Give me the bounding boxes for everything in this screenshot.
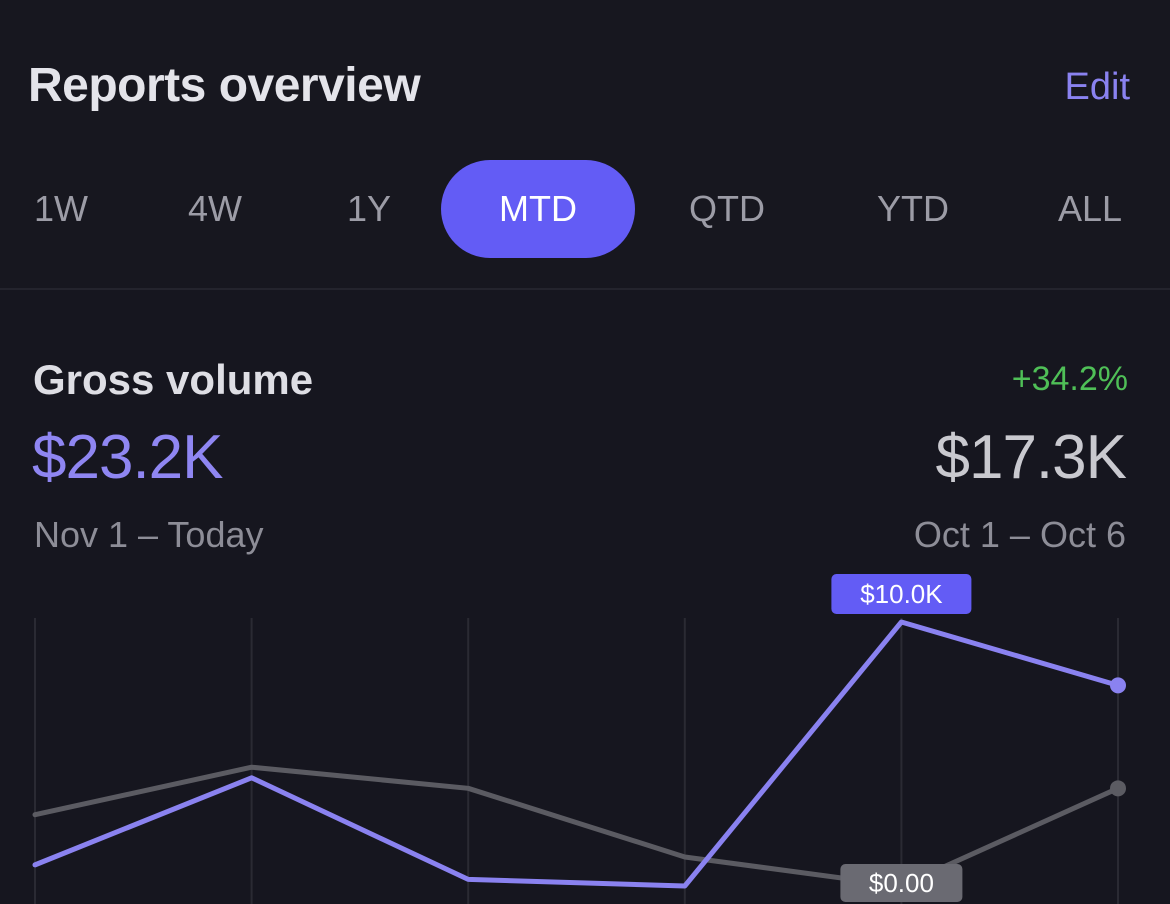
current-range: Nov 1 – Today [34,514,264,555]
tab-4w[interactable]: 4W [188,188,242,229]
previous-range: Oct 1 – Oct 6 [913,514,1126,555]
current-value-tooltip [831,574,972,614]
current-value: $23.2K [32,423,224,492]
edit-button[interactable]: Edit [1064,66,1130,108]
previous-value-tooltip-label: $0.00 [869,868,934,898]
tab-ytd[interactable]: YTD [877,188,949,229]
reports-header: Reports overview Edit 1W 4W 1Y MTD QTD Y… [0,0,1170,290]
tab-1w[interactable]: 1W [34,188,88,229]
previous-series-end-point [1110,780,1126,797]
current-series-end-point [1110,677,1126,694]
tab-all[interactable]: ALL [1057,188,1123,229]
page-title: Reports overview [28,59,421,112]
current-value-tooltip-label: $10.0K [860,579,943,609]
current-series-line [32,619,1121,889]
metric-label: Gross volume [33,356,314,403]
previous-value: $17.3K [935,423,1127,492]
tab-1y[interactable]: 1Y [346,188,392,229]
gross-volume-chart[interactable]: $10.0K $0.00 [0,570,1170,904]
tab-qtd[interactable]: QTD [689,188,765,229]
previous-value-tooltip [840,864,963,902]
change-percent: +34.2% [1011,360,1128,398]
header-divider [0,288,1170,290]
period-tabs: 1W 4W 1Y MTD QTD YTD ALL [0,160,1170,260]
chart-svg: $10.0K $0.00 [32,574,1126,904]
tab-mtd[interactable]: MTD [441,160,635,258]
